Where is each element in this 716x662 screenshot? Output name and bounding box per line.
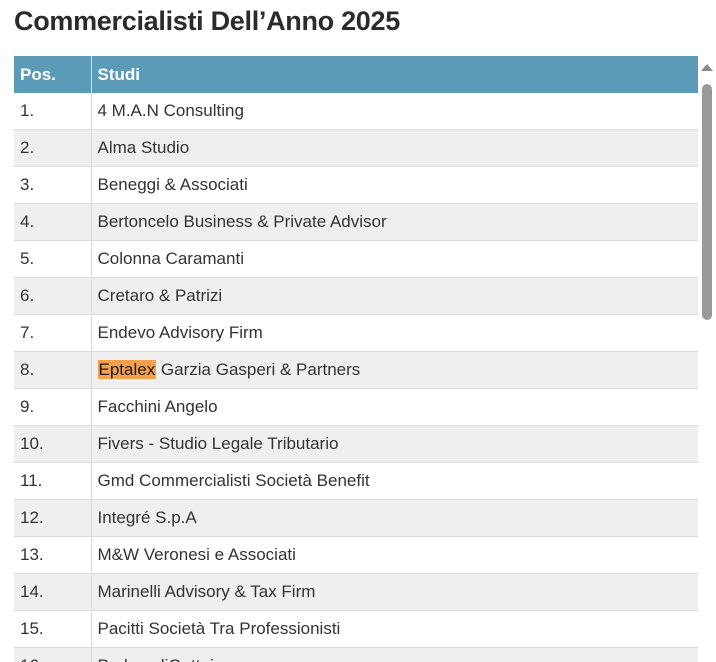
studio-name-cell: Cretaro & Patrizi (91, 277, 698, 315)
ranking-table: Pos. Studi 1. 4 M.A.N Consulting 2. Alma St… (14, 56, 698, 662)
table-row: 5. Colonna Caramanti (14, 240, 698, 278)
studio-name-cell: Eptalex Garzia Gasperi & Partners (91, 351, 698, 389)
studio-name-cell: Alma Studio (91, 129, 698, 167)
rank-cell: 15. (14, 610, 92, 648)
column-header-pos[interactable]: Pos. (14, 56, 92, 93)
table-row: 2. Alma Studio (14, 129, 698, 167)
studio-name-cell: 4 M.A.N Consulting (91, 93, 698, 130)
table-row: 13. M&W Veronesi e Associati (14, 536, 698, 574)
studio-name-cell: PedersoliGattai (91, 647, 698, 662)
rank-cell: 4. (14, 203, 92, 241)
table-row: 11. Gmd Commercialisti Società Benefit (14, 462, 698, 500)
studio-name-cell: Facchini Angelo (91, 388, 698, 426)
search-highlight: Eptalex (97, 360, 157, 379)
studio-name-text: Alma Studio (97, 138, 190, 157)
vertical-scrollbar[interactable] (700, 62, 714, 662)
studio-name-cell: Fivers - Studio Legale Tributario (91, 425, 698, 463)
column-header-studi[interactable]: Studi (91, 56, 698, 93)
rank-cell: 10. (14, 425, 92, 463)
studio-name-cell: M&W Veronesi e Associati (91, 536, 698, 574)
rank-cell: 2. (14, 129, 92, 167)
studio-name-text: M&W Veronesi e Associati (97, 545, 296, 564)
rank-cell: 8. (14, 351, 92, 389)
studio-name-text: Facchini Angelo (97, 397, 218, 416)
studio-name-cell: Gmd Commercialisti Società Benefit (91, 462, 698, 500)
scroll-up-icon[interactable] (701, 64, 713, 71)
studio-name-cell: Integré S.p.A (91, 499, 698, 537)
rank-cell: 3. (14, 166, 92, 204)
studio-name-text: Pacitti Società Tra Professionisti (97, 619, 341, 638)
studio-name-text: Cretaro & Patrizi (97, 286, 223, 305)
studio-name-text: Colonna Caramanti (97, 249, 244, 268)
studio-name-text: Integré S.p.A (97, 508, 197, 527)
rank-cell: 13. (14, 536, 92, 574)
rank-cell: 7. (14, 314, 92, 352)
rank-cell: 6. (14, 277, 92, 315)
studio-name-cell: Pacitti Società Tra Professionisti (91, 610, 698, 648)
table-row: 16. PedersoliGattai (14, 647, 698, 662)
studio-name-text: Marinelli Advisory & Tax Firm (97, 582, 316, 601)
table-row: 15. Pacitti Società Tra Professionisti (14, 610, 698, 648)
studio-name-cell: Endevo Advisory Firm (91, 314, 698, 352)
studio-name-text: 4 M.A.N Consulting (97, 101, 244, 120)
table-row: 6. Cretaro & Patrizi (14, 277, 698, 315)
studio-name-text: Garzia Gasperi & Partners (156, 360, 361, 379)
table-row: 10. Fivers - Studio Legale Tributario (14, 425, 698, 463)
table-row: 8. Eptalex Garzia Gasperi & Partners (14, 351, 698, 389)
studio-name-text: Gmd Commercialisti Società Benefit (97, 471, 370, 490)
studio-name-cell: Marinelli Advisory & Tax Firm (91, 573, 698, 611)
page-title: Commercialisti Dell’Anno 2025 (14, 6, 400, 36)
rank-cell: 14. (14, 573, 92, 611)
studio-name-cell: Colonna Caramanti (91, 240, 698, 278)
rank-cell: 9. (14, 388, 92, 426)
ranking-table-container[interactable]: Pos. Studi 1. 4 M.A.N Consulting 2. Alma St… (14, 56, 698, 662)
studio-name-text: PedersoliGattai (98, 656, 214, 662)
table-row: 14. Marinelli Advisory & Tax Firm (14, 573, 698, 611)
table-row: 4. Bertoncelo Business & Private Advisor (14, 203, 698, 241)
studio-name-text: Bertoncelo Business & Private Advisor (97, 212, 387, 231)
table-row: 1. 4 M.A.N Consulting (14, 93, 698, 130)
table-row: 9. Facchini Angelo (14, 388, 698, 426)
table-row: 3. Beneggi & Associati (14, 166, 698, 204)
table-row: 7. Endevo Advisory Firm (14, 314, 698, 352)
rank-cell: 12. (14, 499, 92, 537)
studio-name-text: Endevo Advisory Firm (97, 323, 263, 342)
studio-name-text: Beneggi & Associati (97, 175, 248, 194)
studio-name-text: Fivers - Studio Legale Tributario (97, 434, 339, 453)
scrollbar-thumb[interactable] (702, 84, 712, 320)
studio-name-cell: Beneggi & Associati (91, 166, 698, 204)
rank-cell: 5. (14, 240, 92, 278)
rank-cell: 11. (14, 462, 92, 500)
table-header-row: Pos. Studi (14, 56, 698, 93)
rank-cell: 1. (14, 93, 92, 130)
table-row: 12. Integré S.p.A (14, 499, 698, 537)
rank-cell: 16. (14, 647, 92, 662)
studio-name-cell: Bertoncelo Business & Private Advisor (91, 203, 698, 241)
